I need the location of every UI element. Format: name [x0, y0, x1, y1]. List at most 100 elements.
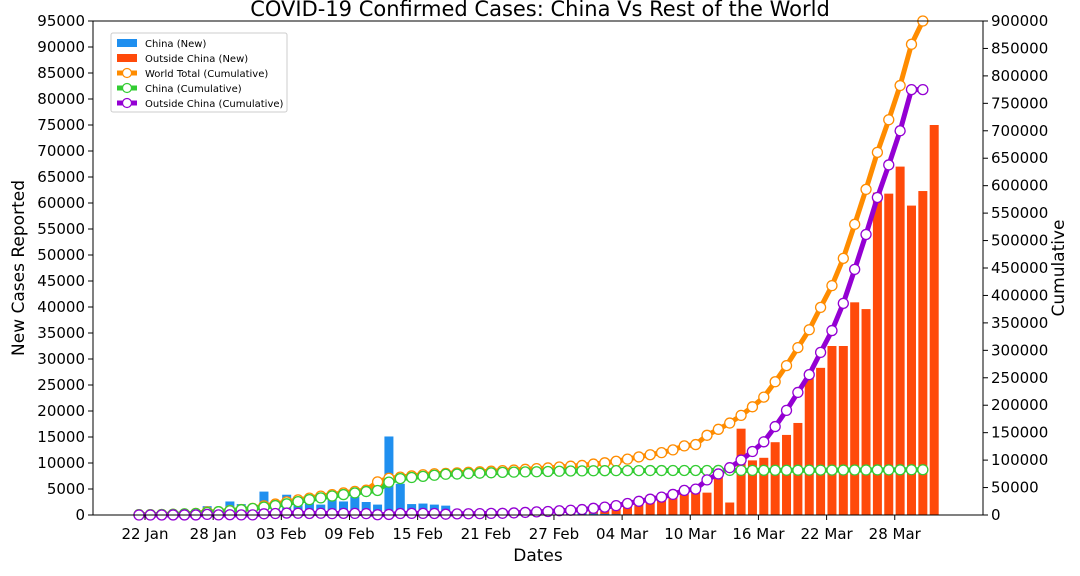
point-china-cumulative — [792, 464, 804, 476]
point-outside-china-cumulative — [576, 503, 588, 516]
y-tick-label: 40000 — [37, 298, 85, 316]
point-outside-china-cumulative — [508, 507, 520, 519]
point-china-cumulative — [837, 464, 849, 476]
point-world-total-cumulative — [758, 391, 770, 403]
y-tick-label: 0 — [75, 506, 85, 524]
point-china-cumulative — [371, 484, 384, 497]
y-tick-label: 25000 — [37, 376, 85, 394]
bar-china-new — [327, 499, 337, 515]
bar-outside-china-new — [895, 166, 905, 515]
point-world-total-cumulative — [860, 183, 872, 196]
point-world-total-cumulative — [871, 146, 884, 158]
x-tick-label: 10 Mar — [664, 525, 717, 543]
point-world-total-cumulative — [746, 401, 759, 413]
point-outside-china-cumulative — [451, 508, 463, 520]
bar-outside-china-new — [668, 495, 678, 515]
markers-layer — [133, 15, 929, 521]
bar-outside-china-new — [838, 346, 848, 515]
legend-label: Outside China (Cumulative) — [145, 99, 284, 110]
point-world-total-cumulative — [769, 376, 781, 388]
x-tick-label: 03 Feb — [256, 525, 306, 543]
point-outside-china-cumulative — [474, 507, 486, 520]
point-outside-china-cumulative — [337, 507, 350, 520]
y-tick-label: 35000 — [37, 324, 85, 342]
y2-tick-label: 300000 — [991, 341, 1048, 359]
point-outside-china-cumulative — [746, 445, 759, 458]
y2-tick-label: 550000 — [991, 204, 1048, 222]
point-china-cumulative — [860, 464, 872, 476]
point-world-total-cumulative — [621, 453, 634, 465]
x-axis-title: Dates — [513, 546, 563, 566]
bar-china-new — [600, 513, 610, 515]
point-outside-china-cumulative — [860, 228, 872, 241]
bar-outside-china-new — [747, 460, 757, 515]
point-china-cumulative — [485, 467, 497, 479]
x-tick-label: 28 Mar — [869, 525, 922, 543]
point-outside-china-cumulative — [792, 386, 804, 399]
point-china-cumulative — [553, 465, 565, 477]
point-world-total-cumulative — [837, 252, 849, 264]
point-outside-china-cumulative — [803, 368, 815, 381]
y2-tick-label: 150000 — [991, 424, 1048, 442]
bar-outside-china-new — [725, 502, 735, 515]
y-axis-right: 0 50000 100000 150000 200000 250000 300000 3500… — [983, 12, 1048, 524]
point-china-cumulative — [462, 467, 475, 480]
point-world-total-cumulative — [701, 429, 713, 441]
point-china-cumulative — [565, 465, 577, 477]
y-tick-label: 60000 — [37, 194, 85, 212]
point-china-cumulative — [803, 464, 815, 476]
legend: China (New) Outside China (New) World Tota… — [110, 32, 288, 113]
y-tick-label: 55000 — [37, 220, 85, 238]
bar-outside-china-new — [918, 191, 928, 516]
point-china-cumulative — [678, 464, 690, 477]
point-china-cumulative — [883, 464, 895, 476]
point-outside-china-cumulative — [689, 483, 702, 495]
lines-layer — [136, 18, 926, 518]
point-china-cumulative — [576, 465, 588, 477]
bar-china-new — [588, 513, 598, 515]
point-china-cumulative — [769, 464, 781, 476]
point-outside-china-cumulative — [917, 83, 929, 96]
point-china-cumulative — [383, 476, 395, 488]
point-china-cumulative — [530, 466, 543, 478]
point-world-total-cumulative — [610, 455, 622, 467]
bar-china-new — [395, 483, 405, 515]
x-axis: 22 Jan 28 Jan 03 Feb 09 Feb 15 Feb 21 Feb 27 F… — [122, 515, 922, 543]
point-china-cumulative — [905, 464, 918, 476]
bars-layer — [145, 125, 939, 516]
x-tick-label: 22 Mar — [801, 525, 854, 543]
point-world-total-cumulative — [849, 218, 861, 230]
point-outside-china-cumulative — [769, 420, 781, 433]
point-outside-china-cumulative — [814, 346, 827, 359]
legend-label: World Total (Cumulative) — [145, 69, 268, 80]
point-china-cumulative — [655, 464, 668, 477]
legend-label: China (Cumulative) — [145, 84, 242, 95]
point-world-total-cumulative — [724, 417, 736, 429]
point-outside-china-cumulative — [849, 263, 861, 276]
y-tick-label: 15000 — [37, 428, 85, 446]
bar-outside-china-new — [804, 372, 814, 515]
point-china-cumulative — [428, 469, 441, 481]
point-china-cumulative — [871, 464, 884, 476]
bar-outside-china-new — [872, 192, 882, 515]
legend-swatch — [117, 54, 137, 62]
point-china-cumulative — [758, 464, 770, 476]
point-world-total-cumulative — [689, 438, 702, 451]
y2-tick-label: 700000 — [991, 122, 1048, 140]
point-china-cumulative — [621, 464, 634, 477]
point-outside-china-cumulative — [485, 507, 497, 520]
y-tick-label: 50000 — [37, 246, 85, 264]
bar-outside-china-new — [929, 125, 939, 515]
point-world-total-cumulative — [826, 279, 838, 292]
x-tick-label: 21 Feb — [461, 525, 511, 543]
y-axis-title: New Cases Reported — [9, 180, 29, 356]
point-china-cumulative — [633, 464, 645, 477]
point-china-cumulative — [644, 464, 656, 477]
bar-outside-china-new — [906, 205, 916, 515]
point-outside-china-cumulative — [428, 507, 441, 520]
bar-outside-china-new — [713, 477, 723, 515]
y2-tick-label: 650000 — [991, 149, 1048, 167]
point-outside-china-cumulative — [871, 191, 884, 204]
legend-marker — [121, 67, 133, 79]
point-china-cumulative — [701, 464, 713, 477]
